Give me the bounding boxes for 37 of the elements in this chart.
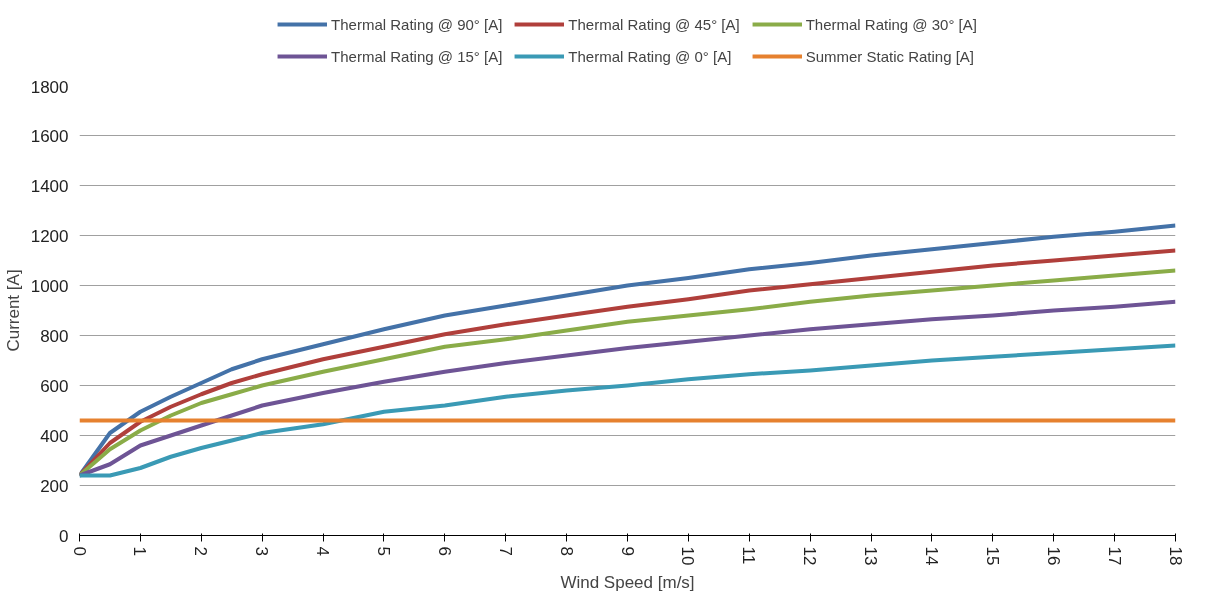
x-tick-label: 15 — [982, 546, 1002, 566]
line-series — [79, 343, 1176, 478]
x-tick-label: 13 — [861, 546, 881, 566]
x-tick-label: 18 — [1165, 546, 1185, 566]
x-tick-label: 9 — [617, 546, 637, 556]
x-tick-label: 14 — [921, 546, 941, 566]
legend-label: Thermal Rating @ 90° [A] — [331, 15, 503, 33]
x-tick-label: 10 — [678, 546, 698, 566]
legend-label: Thermal Rating @ 0° [A] — [568, 47, 732, 65]
legend-label: Summer Static Rating [A] — [805, 47, 975, 65]
x-tick-label: 7 — [495, 546, 515, 556]
y-tick-label: 1000 — [30, 276, 69, 296]
y-tick-label: 1400 — [30, 176, 69, 196]
legend-label: Thermal Rating @ 45° [A] — [568, 15, 740, 33]
x-tick-label: 6 — [434, 546, 454, 556]
x-tick-label: 0 — [69, 546, 89, 556]
x-tick-label: 11 — [739, 546, 759, 565]
x-tick-label: 8 — [556, 546, 576, 556]
y-tick-label: 600 — [40, 376, 69, 396]
y-tick-label: 1200 — [30, 226, 69, 246]
x-tick-label: 2 — [191, 546, 211, 556]
x-axis-title: Wind Speed [m/s] — [560, 573, 695, 593]
y-tick-label: 1600 — [30, 126, 69, 146]
y-tick-label: 200 — [40, 476, 69, 496]
y-axis-title: Current [A] — [3, 269, 23, 352]
legend-label: Thermal Rating @ 15° [A] — [331, 47, 503, 65]
legend-label: Thermal Rating @ 30° [A] — [805, 15, 977, 33]
x-tick-label: 4 — [313, 546, 333, 556]
x-tick-label: 17 — [1104, 546, 1124, 566]
y-tick-label: 1800 — [30, 77, 69, 97]
x-tick-label: 1 — [130, 546, 150, 556]
x-tick-label: 5 — [373, 546, 393, 556]
y-tick-label: 400 — [40, 426, 69, 446]
y-tick-label: 800 — [40, 326, 69, 346]
x-tick-label: 3 — [252, 546, 272, 556]
x-tick-label: 16 — [1043, 546, 1063, 566]
x-tick-label: 12 — [800, 546, 820, 566]
